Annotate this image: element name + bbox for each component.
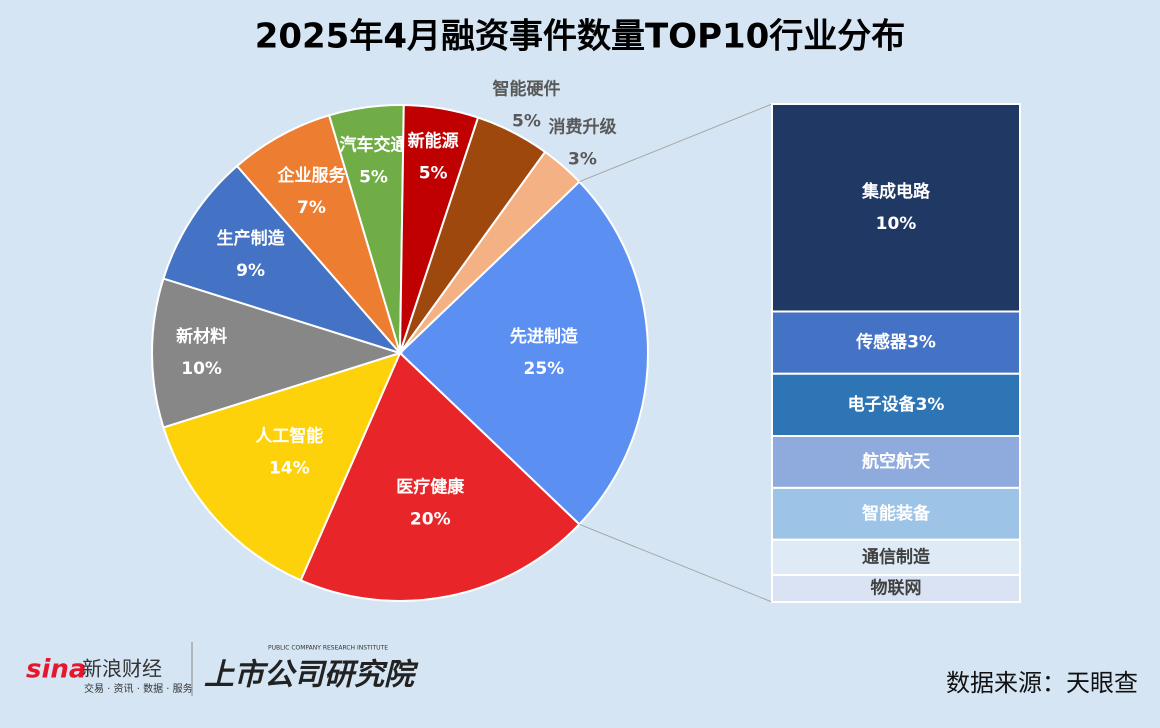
slice-value-label: 5% (512, 112, 541, 132)
slice-value-label: 5% (419, 163, 448, 183)
slice-label: 医疗健康 (396, 477, 465, 498)
connector-line (579, 523, 773, 603)
breakdown-label: 智能装备 (862, 503, 931, 524)
pie-slice (235, 114, 401, 354)
breakdown-bar (771, 574, 1021, 604)
connector-line (579, 103, 773, 183)
slice-value-label: 20% (410, 510, 451, 530)
slice-value-label: 10% (181, 359, 222, 379)
pie-slice (162, 164, 404, 356)
breakdown-label: 航空航天 (862, 451, 931, 472)
slice-label: 先进制造 (510, 326, 579, 347)
slice-label: 新能源 (408, 130, 459, 151)
brand-name: 新浪财经 (82, 657, 162, 681)
slice-label: 生产制造 (217, 228, 286, 249)
breakdown-category: 电子设备 (848, 394, 917, 415)
breakdown-bar (771, 486, 1021, 541)
institute-name: 上市公司研究院 (204, 658, 419, 693)
institute-en: PUBLIC COMPANY RESEARCH INSTITUTE (268, 645, 388, 652)
breakdown-bar (771, 372, 1021, 437)
breakdown-category: 传感器 (855, 332, 908, 353)
breakdown-value-label: 3% (916, 395, 945, 415)
slice-value-label: 14% (269, 458, 310, 478)
breakdown-value-label: 3% (907, 333, 936, 353)
source-note: 数据来源：天眼查 (946, 669, 1138, 697)
slice-value-label: 5% (359, 167, 388, 187)
slice-value-label: 25% (523, 359, 564, 379)
pie-slice (151, 277, 404, 429)
pie-slice (399, 150, 581, 354)
breakdown-label: 集成电路 (861, 181, 931, 202)
breakdown-bar (771, 538, 1021, 577)
breakdown-category: 集成电路 (861, 181, 931, 202)
slice-label: 人工智能 (255, 425, 323, 446)
breakdown-bar (771, 435, 1021, 489)
pie-slice (299, 351, 581, 602)
breakdown-label: 物联网 (871, 578, 922, 599)
slice-value-label: 7% (297, 198, 326, 218)
slice-value-label: 3% (568, 150, 597, 170)
breakdown-bar (771, 103, 1021, 313)
slice-label: 新材料 (176, 326, 227, 347)
breakdown-value-label: 10% (876, 214, 917, 234)
slice-value-label: 9% (236, 261, 265, 281)
brand-tagline: 交易 · 资讯 · 数据 · 服务 (84, 682, 193, 695)
breakdown-label: 通信制造 (862, 546, 931, 567)
slice-label: 企业服务 (276, 165, 346, 186)
brand-logo: sina (26, 655, 86, 685)
slice-label: 智能硬件 (492, 79, 560, 100)
breakdown-category: 通信制造 (862, 546, 931, 567)
slice-label: 消费升级 (548, 117, 616, 138)
pie-slice (398, 180, 649, 526)
breakdown-category: 航空航天 (862, 451, 931, 472)
breakdown-label: 电子设备3% (848, 394, 945, 415)
breakdown-label: 传感器3% (855, 332, 936, 353)
slice-label: 汽车交通 (340, 134, 408, 155)
breakdown-category: 物联网 (871, 578, 922, 599)
footer: sina 新浪财经 交易 · 资讯 · 数据 · 服务 PUBLIC COMPA… (26, 642, 1138, 697)
breakdown-category: 智能装备 (862, 503, 931, 524)
chart-title: 2025年4月融资事件数量TOP10行业分布 (255, 17, 906, 57)
